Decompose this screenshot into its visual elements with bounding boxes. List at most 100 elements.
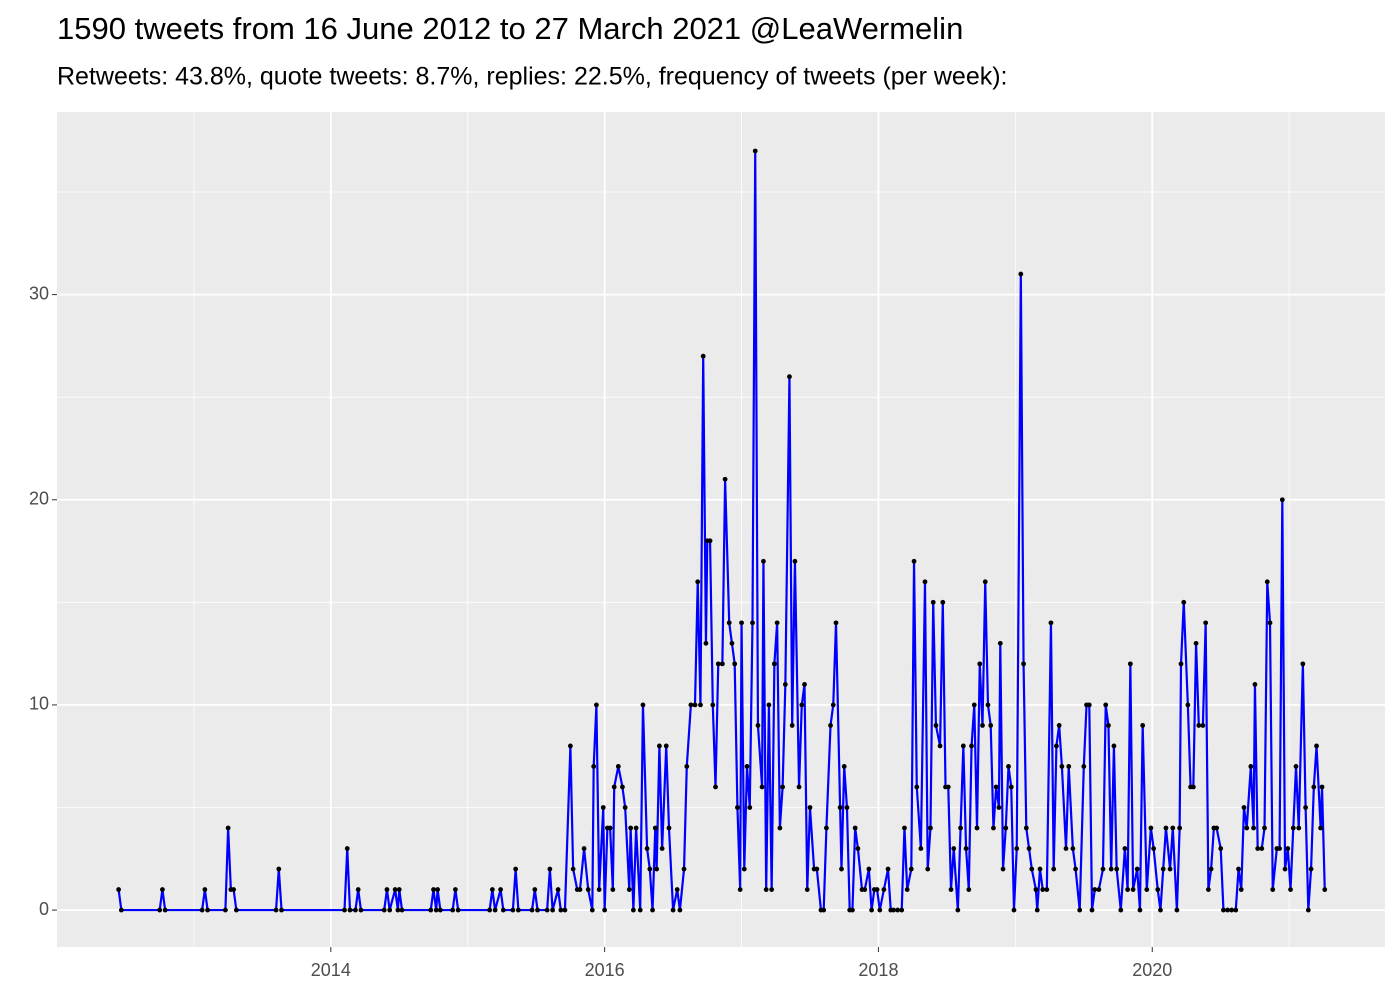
data-point (435, 887, 441, 892)
data-point (1200, 723, 1206, 728)
data-point (670, 907, 676, 913)
data-point (1070, 846, 1076, 851)
data-point (437, 907, 443, 913)
data-point (703, 640, 709, 646)
data-point (1248, 764, 1254, 769)
data-point (674, 887, 680, 892)
data-point (1177, 825, 1183, 831)
data-point (1051, 866, 1057, 872)
data-point (1063, 846, 1069, 851)
data-point (804, 887, 810, 892)
data-point (982, 579, 988, 585)
data-point (951, 846, 957, 851)
data-point (1196, 723, 1202, 728)
data-point (732, 661, 738, 667)
data-point (233, 907, 239, 913)
data-point (925, 866, 931, 872)
data-point (902, 825, 907, 831)
data-point (547, 866, 553, 872)
data-point (769, 887, 775, 892)
data-point (1151, 846, 1157, 851)
data-point (1066, 764, 1072, 769)
data-point (802, 681, 807, 687)
data-point (904, 887, 910, 892)
data-point (611, 784, 617, 790)
x-tick-label: 2020 (1132, 960, 1172, 980)
data-point (1270, 887, 1276, 892)
data-point (1229, 907, 1235, 913)
data-point (713, 784, 718, 790)
data-point (577, 887, 583, 892)
data-point (1003, 825, 1009, 831)
data-point (862, 887, 868, 892)
data-point (1118, 907, 1124, 913)
data-point (1282, 866, 1288, 872)
data-point (1014, 846, 1020, 851)
data-point (1185, 702, 1191, 708)
data-point (428, 907, 434, 913)
data-point (684, 764, 690, 769)
data-point (821, 907, 827, 913)
data-point (630, 907, 636, 913)
data-point (891, 907, 896, 913)
data-point (1023, 825, 1029, 831)
data-point (344, 846, 350, 851)
data-point (489, 887, 495, 892)
data-point (885, 866, 891, 872)
data-point (222, 907, 228, 913)
data-point (1089, 907, 1095, 913)
data-point (622, 805, 628, 810)
data-point (710, 702, 716, 708)
data-point (589, 907, 595, 913)
data-point (1059, 764, 1065, 769)
data-point (707, 538, 713, 544)
data-point (1293, 764, 1299, 769)
data-point (544, 907, 550, 913)
data-point (974, 825, 980, 831)
data-point (1018, 271, 1024, 277)
data-point (1130, 887, 1136, 892)
data-point (535, 907, 540, 913)
y-tick-label: 0 (39, 899, 49, 919)
data-point (602, 907, 608, 913)
data-point (273, 907, 279, 913)
data-point (492, 907, 498, 913)
data-point (347, 907, 353, 913)
data-point (1238, 887, 1244, 892)
data-point (1214, 825, 1220, 831)
data-point (1144, 887, 1150, 892)
data-point (620, 784, 625, 790)
data-point (940, 599, 946, 605)
data-point (877, 907, 883, 913)
data-point (866, 866, 872, 872)
data-point (814, 866, 820, 872)
data-point (652, 825, 658, 831)
data-point (615, 764, 621, 769)
data-point (698, 702, 703, 708)
data-point (1300, 661, 1306, 667)
data-point (1056, 723, 1062, 728)
data-point (744, 764, 750, 769)
data-point (1308, 866, 1314, 872)
data-point (1163, 825, 1169, 831)
y-tick-label: 30 (29, 283, 49, 303)
data-point (966, 887, 972, 892)
y-tick-label: 20 (29, 489, 49, 509)
data-point (487, 907, 493, 913)
data-point (1178, 661, 1184, 667)
data-point (828, 723, 833, 728)
data-point (945, 784, 951, 790)
data-point (837, 805, 843, 810)
data-point (991, 825, 996, 831)
data-point (1111, 743, 1117, 749)
data-point (715, 661, 721, 667)
data-point (1322, 887, 1328, 892)
data-point (279, 907, 284, 913)
data-point (1114, 866, 1120, 872)
data-point (850, 907, 855, 913)
data-point (1148, 825, 1154, 831)
data-point (1267, 620, 1273, 626)
data-point (899, 907, 905, 913)
data-point (1181, 599, 1187, 605)
data-point (759, 784, 765, 790)
